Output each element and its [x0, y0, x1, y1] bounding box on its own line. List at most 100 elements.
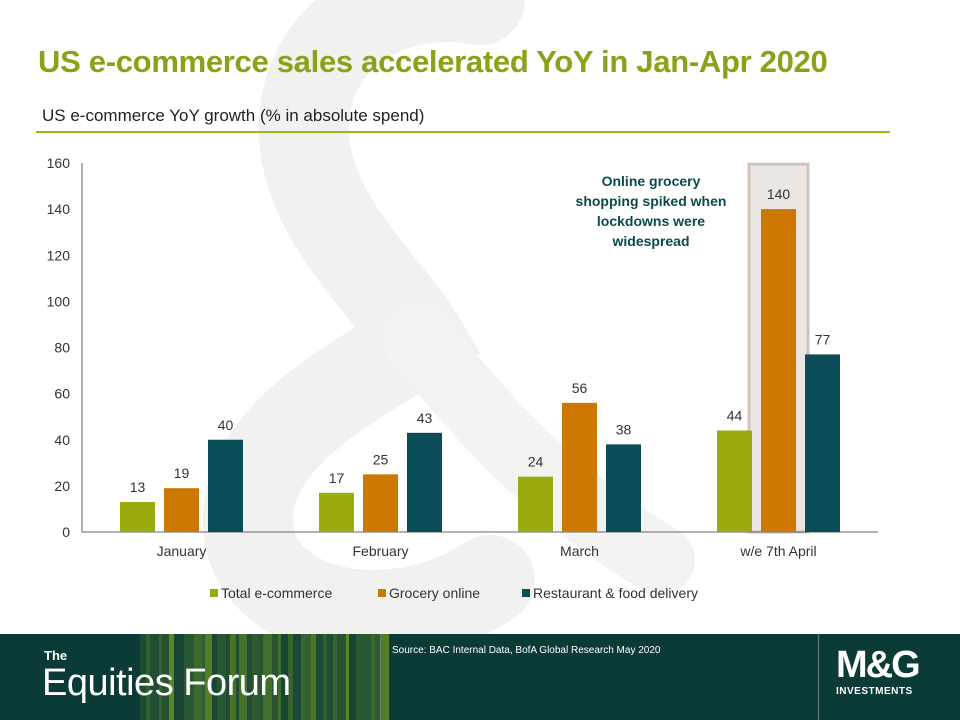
data-label: 38	[616, 421, 632, 437]
annotation-line: lockdowns were	[597, 213, 705, 229]
y-tick-label: 140	[47, 201, 71, 217]
stripe	[311, 634, 316, 720]
y-tick-label: 0	[62, 524, 70, 540]
stripe	[150, 634, 159, 720]
brand-prefix: The	[44, 648, 68, 663]
stripe	[212, 634, 217, 720]
bar	[319, 492, 354, 532]
stripe	[205, 634, 212, 720]
data-label: 77	[815, 331, 831, 347]
stripe	[169, 634, 174, 720]
stripe	[293, 634, 301, 720]
stripe	[349, 634, 356, 720]
bar	[363, 474, 398, 532]
stripe	[162, 634, 169, 720]
stripe	[371, 634, 375, 720]
data-label: 24	[528, 454, 544, 470]
x-tick-label: March	[560, 543, 599, 559]
bar	[717, 430, 752, 532]
stripe	[281, 634, 288, 720]
x-tick-label: February	[352, 543, 408, 559]
slide-title: US e-commerce sales accelerated YoY in J…	[38, 44, 828, 79]
bar	[120, 502, 155, 532]
y-tick-label: 40	[54, 432, 70, 448]
legend-swatch	[210, 589, 218, 597]
footer-divider	[818, 634, 819, 720]
annotation-line: shopping spiked when	[576, 193, 727, 209]
chart-subtitle: US e-commerce YoY growth (% in absolute …	[42, 106, 425, 125]
annotation-line: Online grocery	[602, 173, 701, 189]
stripe	[140, 634, 146, 720]
footer-stripes	[140, 634, 390, 720]
stripe	[236, 634, 239, 720]
stripe	[174, 634, 184, 720]
data-label: 43	[417, 410, 433, 426]
stripe	[327, 634, 333, 720]
y-tick-label: 60	[54, 386, 70, 402]
stripe	[361, 634, 371, 720]
y-tick-label: 100	[47, 293, 71, 309]
stripe	[356, 634, 361, 720]
bar	[518, 476, 553, 532]
title-underline	[36, 131, 890, 133]
y-tick-label: 160	[47, 155, 71, 171]
data-label: 44	[727, 408, 743, 424]
mg-logo: M&G INVESTMENTS	[836, 646, 946, 697]
stripe	[333, 634, 337, 720]
stripe	[305, 634, 311, 720]
logo-subtitle: INVESTMENTS	[836, 686, 913, 697]
brand-name: Equities Forum	[42, 662, 291, 704]
y-tick-label: 80	[54, 340, 70, 356]
stripe	[247, 634, 252, 720]
bar	[208, 439, 243, 532]
stripe	[230, 634, 236, 720]
data-label: 40	[218, 417, 234, 433]
footer-divider	[380, 634, 381, 720]
data-label: 17	[329, 470, 345, 486]
stripe	[259, 634, 263, 720]
stripe	[146, 634, 150, 720]
stripe	[389, 634, 390, 720]
y-tick-label: 20	[54, 478, 70, 494]
legend-swatch	[522, 589, 530, 597]
bar	[164, 488, 199, 532]
stripe	[217, 634, 226, 720]
legend-label: Total e-commerce	[221, 585, 332, 601]
footer-bar: The Equities Forum Source: BAC Internal …	[0, 634, 960, 720]
data-label: 56	[572, 380, 588, 396]
y-tick-label: 120	[47, 247, 71, 263]
stripe	[323, 634, 327, 720]
data-label: 19	[174, 465, 190, 481]
x-tick-label: w/e 7th April	[739, 543, 816, 559]
source-note: Source: BAC Internal Data, BofA Global R…	[392, 645, 661, 656]
bar	[606, 444, 641, 532]
x-tick-label: January	[157, 543, 207, 559]
stripe	[226, 634, 230, 720]
stripe	[184, 634, 188, 720]
stripe	[288, 634, 293, 720]
legend-swatch	[378, 589, 386, 597]
stripe	[381, 634, 389, 720]
stripe	[278, 634, 281, 720]
data-label: 140	[767, 186, 791, 202]
stripe	[159, 634, 162, 720]
legend-label: Restaurant & food delivery	[533, 585, 698, 601]
bar-chart: 0 20 40 60 80 100 120 140 160 13 19 40 January 17 25 43…	[47, 155, 878, 601]
stripe	[239, 634, 247, 720]
stripe	[337, 634, 346, 720]
stripe	[272, 634, 278, 720]
bar	[562, 402, 597, 532]
stripe	[202, 634, 205, 720]
stripe	[188, 634, 194, 720]
legend-label: Grocery online	[389, 585, 480, 601]
bar	[761, 209, 796, 532]
stripe	[316, 634, 323, 720]
stripe	[263, 634, 272, 720]
bar	[805, 354, 840, 532]
logo-mark: M&G	[836, 644, 921, 686]
annotation-line: widespread	[611, 233, 689, 249]
data-label: 13	[130, 479, 146, 495]
stripe	[346, 634, 349, 720]
data-label: 25	[373, 451, 389, 467]
stripe	[252, 634, 259, 720]
